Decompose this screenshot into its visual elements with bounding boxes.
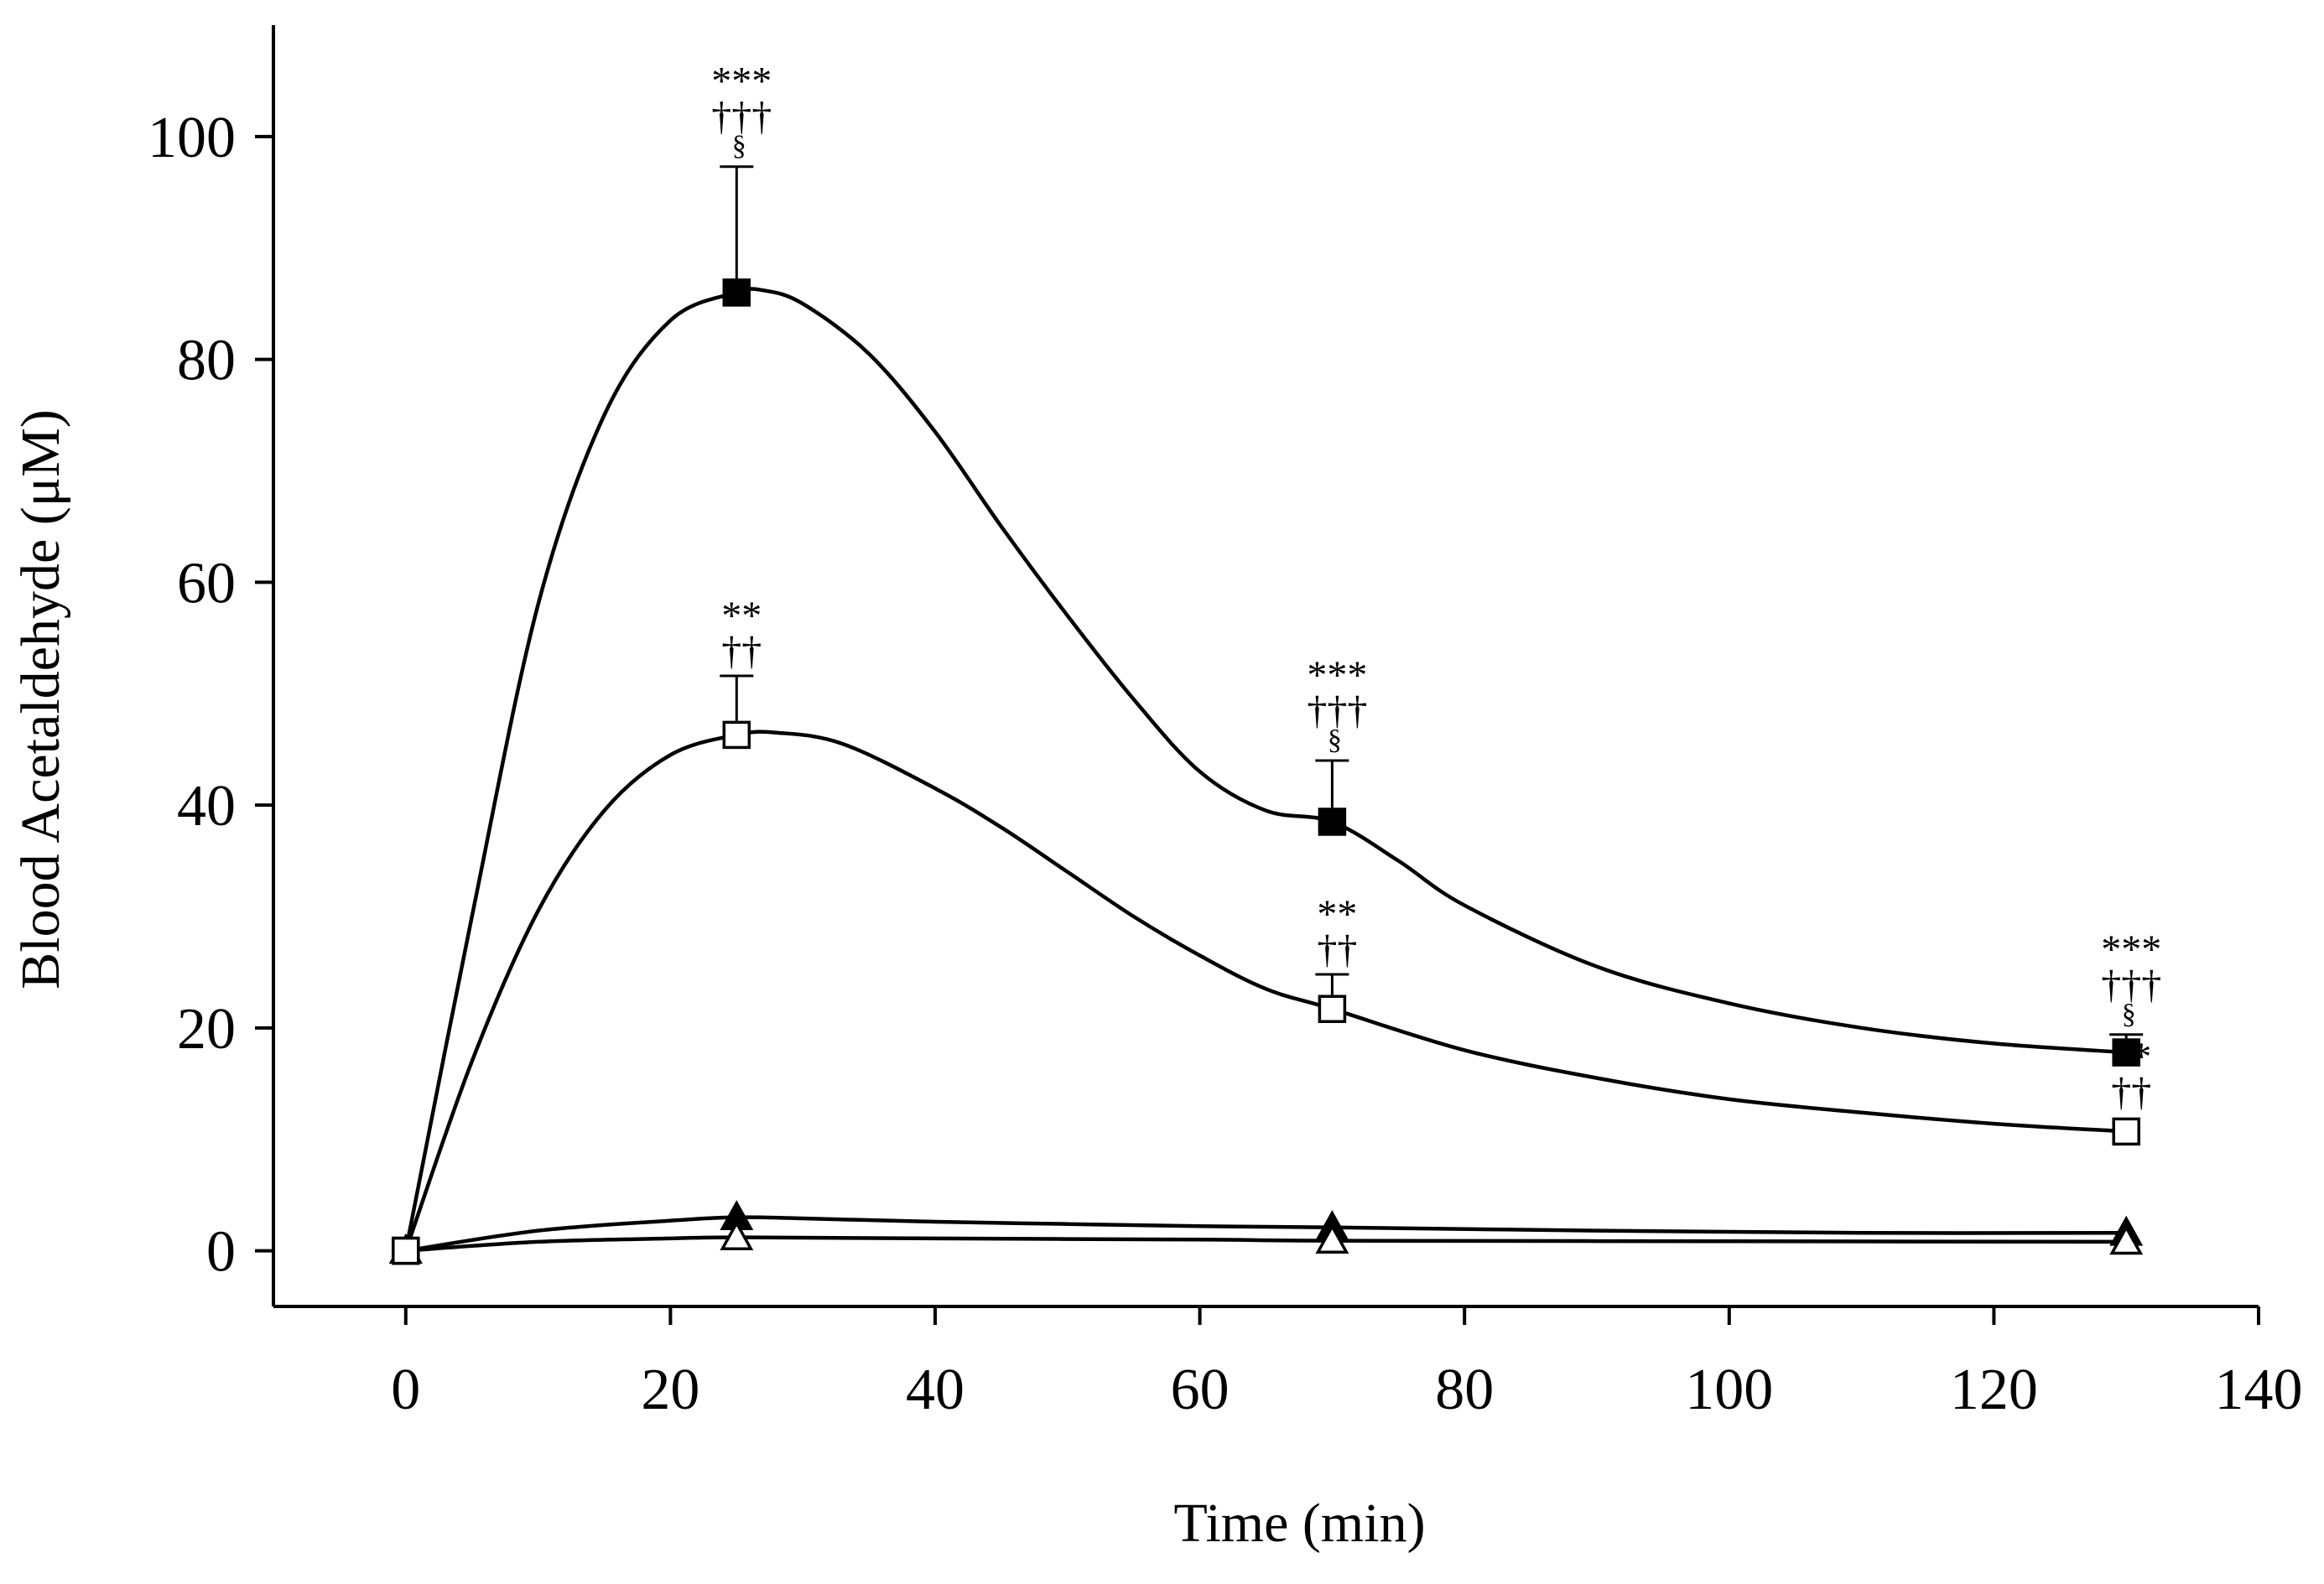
- significance-label: **: [721, 594, 762, 638]
- significance-label: ††: [1317, 927, 1357, 972]
- y-tick-label: 0: [206, 1220, 236, 1285]
- data-point-open-square: [1318, 995, 1347, 1023]
- data-point-open-triangle: [720, 1220, 754, 1250]
- significance-label: †††: [2101, 963, 2161, 1007]
- x-tick-label: 20: [641, 1358, 699, 1422]
- data-point-open-square: [2112, 1117, 2140, 1146]
- significance-label: §: [732, 131, 746, 162]
- x-tick-label: 100: [1685, 1358, 1773, 1422]
- data-point-filled-square: [2112, 1038, 2140, 1067]
- y-tick-label: 60: [177, 551, 236, 615]
- significance-label: **: [1317, 892, 1357, 937]
- series-line-filled-triangle: [405, 1215, 2127, 1253]
- significance-label: §: [2122, 999, 2136, 1030]
- data-point-open-square: [392, 1236, 420, 1265]
- data-point-filled-square: [1318, 808, 1347, 836]
- series-line-open-triangle: [405, 1235, 2127, 1253]
- series-line-open-square: [403, 730, 2127, 1252]
- series-line-filled-square: [403, 287, 2127, 1252]
- tick-labels: 0 20 40 60 80 100 120 140 0 20 40 60 80 100: [148, 106, 2303, 1422]
- significance-annotations: §†††***††**§†††***††**§†††***††**: [711, 60, 2161, 1114]
- x-tick-label: 140: [2215, 1358, 2303, 1422]
- series-curves: [403, 287, 2127, 1253]
- x-tick-label: 40: [906, 1358, 964, 1422]
- significance-label: †††: [1307, 688, 1367, 733]
- axes: [272, 25, 2259, 1308]
- significance-label: †††: [711, 95, 772, 139]
- x-tick-label: 60: [1171, 1358, 1230, 1422]
- data-point-open-triangle: [1315, 1223, 1349, 1254]
- significance-label: ***: [711, 60, 772, 104]
- x-tick-label: 80: [1435, 1358, 1494, 1422]
- y-tick-label: 40: [177, 774, 236, 839]
- data-point-filled-square: [722, 278, 751, 307]
- x-tick-label: 0: [391, 1358, 420, 1422]
- error-bars: [720, 165, 2144, 1053]
- significance-label: ***: [2101, 927, 2161, 972]
- significance-label: ††: [721, 629, 762, 673]
- significance-label: **: [2111, 1035, 2151, 1079]
- significance-label: ***: [1307, 653, 1367, 698]
- data-point-open-triangle: [2109, 1224, 2144, 1255]
- data-markers: [388, 278, 2144, 1265]
- ticks: [255, 134, 2260, 1325]
- y-tick-label: 100: [148, 106, 236, 170]
- y-axis-title: Blood Acetaldehyde (μM): [10, 409, 71, 989]
- data-point-open-square: [722, 720, 751, 750]
- y-tick-label: 80: [177, 329, 236, 393]
- significance-label: §: [1328, 724, 1342, 756]
- y-tick-label: 20: [177, 997, 236, 1062]
- x-axis-title: Time (min): [1173, 1493, 1425, 1554]
- significance-label: ††: [2111, 1070, 2151, 1114]
- x-tick-label: 120: [1950, 1358, 2038, 1422]
